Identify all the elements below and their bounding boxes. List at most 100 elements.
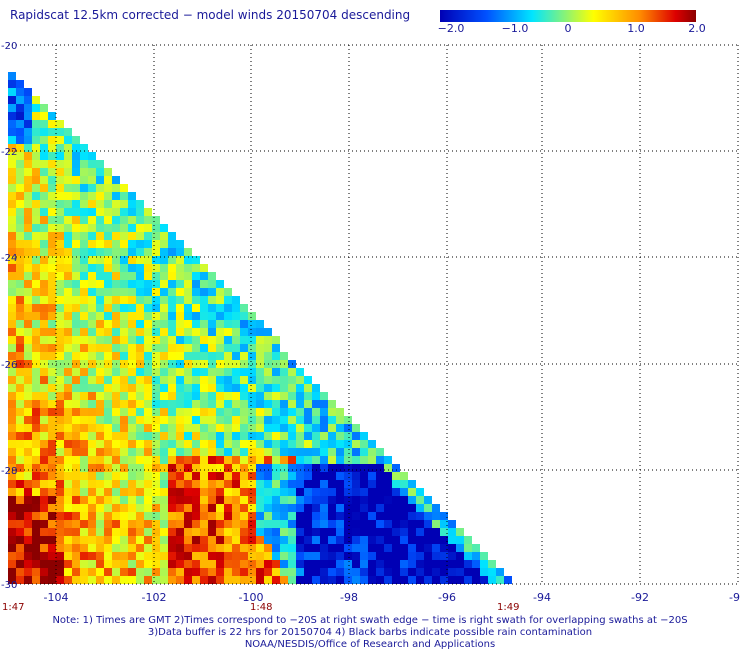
data-cell	[216, 352, 224, 360]
data-cell	[272, 392, 280, 400]
data-cell	[152, 272, 160, 280]
data-cell	[104, 224, 112, 232]
data-cell	[184, 544, 192, 552]
data-cell	[40, 472, 48, 480]
data-cell	[240, 304, 248, 312]
data-cell	[184, 336, 192, 344]
data-cell	[128, 512, 136, 520]
data-cell	[320, 480, 328, 488]
data-cell	[296, 448, 304, 456]
data-cell	[32, 576, 40, 584]
data-cell	[240, 568, 248, 576]
data-cell	[56, 136, 64, 144]
data-cell	[64, 472, 72, 480]
data-cell	[320, 528, 328, 536]
data-cell	[240, 528, 248, 536]
data-cell	[64, 520, 72, 528]
data-cell	[200, 528, 208, 536]
data-cell	[488, 560, 496, 568]
data-cell	[8, 72, 16, 80]
data-cell	[280, 568, 288, 576]
data-cell	[144, 480, 152, 488]
data-cell	[208, 352, 216, 360]
data-cell	[272, 520, 280, 528]
lat-tick-label: -26	[1, 360, 17, 371]
data-cell	[16, 336, 24, 344]
data-cell	[120, 312, 128, 320]
data-cell	[144, 232, 152, 240]
data-cell	[48, 328, 56, 336]
data-cell	[432, 512, 440, 520]
data-cell	[8, 224, 16, 232]
data-cell	[64, 392, 72, 400]
data-cell	[248, 512, 256, 520]
data-cell	[72, 160, 80, 168]
data-cell	[232, 488, 240, 496]
data-cell	[120, 424, 128, 432]
data-cell	[40, 128, 48, 136]
data-cell	[88, 536, 96, 544]
data-cell	[296, 376, 304, 384]
data-cell	[80, 272, 88, 280]
data-cell	[280, 520, 288, 528]
data-cell	[176, 280, 184, 288]
data-cell	[336, 496, 344, 504]
data-cell	[160, 328, 168, 336]
data-cell	[232, 536, 240, 544]
data-cell	[80, 152, 88, 160]
data-cell	[152, 416, 160, 424]
data-cell	[24, 320, 32, 328]
data-cell	[328, 408, 336, 416]
data-cell	[200, 400, 208, 408]
data-cell	[40, 392, 48, 400]
data-cell	[160, 504, 168, 512]
data-cell	[216, 424, 224, 432]
data-cell	[24, 520, 32, 528]
data-cell	[160, 384, 168, 392]
data-cell	[304, 536, 312, 544]
data-cell	[24, 296, 32, 304]
data-cell	[280, 440, 288, 448]
data-cell	[128, 240, 136, 248]
data-cell	[40, 416, 48, 424]
data-cell	[120, 304, 128, 312]
data-cell	[392, 528, 400, 536]
data-cell	[88, 352, 96, 360]
data-cell	[112, 184, 120, 192]
data-cell	[136, 248, 144, 256]
data-cell	[144, 512, 152, 520]
data-cell	[296, 440, 304, 448]
data-cell	[160, 280, 168, 288]
data-cell	[128, 488, 136, 496]
data-cell	[64, 344, 72, 352]
data-cell	[56, 400, 64, 408]
data-cell	[288, 400, 296, 408]
colorbar	[440, 10, 696, 22]
data-cell	[192, 328, 200, 336]
data-cell	[32, 104, 40, 112]
data-cell	[336, 504, 344, 512]
data-cell	[96, 192, 104, 200]
data-cell	[208, 464, 216, 472]
data-cell	[352, 472, 360, 480]
data-cell	[304, 520, 312, 528]
data-cell	[160, 512, 168, 520]
data-cell	[160, 312, 168, 320]
data-cell	[200, 432, 208, 440]
data-cell	[24, 512, 32, 520]
data-cell	[328, 536, 336, 544]
data-cell	[24, 480, 32, 488]
data-cell	[224, 552, 232, 560]
data-cell	[208, 288, 216, 296]
data-cell	[128, 456, 136, 464]
data-cell	[392, 520, 400, 528]
data-cell	[160, 520, 168, 528]
data-cell	[144, 440, 152, 448]
data-cell	[240, 496, 248, 504]
data-cell	[424, 496, 432, 504]
data-cell	[272, 376, 280, 384]
data-cell	[120, 568, 128, 576]
data-cell	[8, 80, 16, 88]
data-cell	[448, 544, 456, 552]
data-cell	[72, 432, 80, 440]
